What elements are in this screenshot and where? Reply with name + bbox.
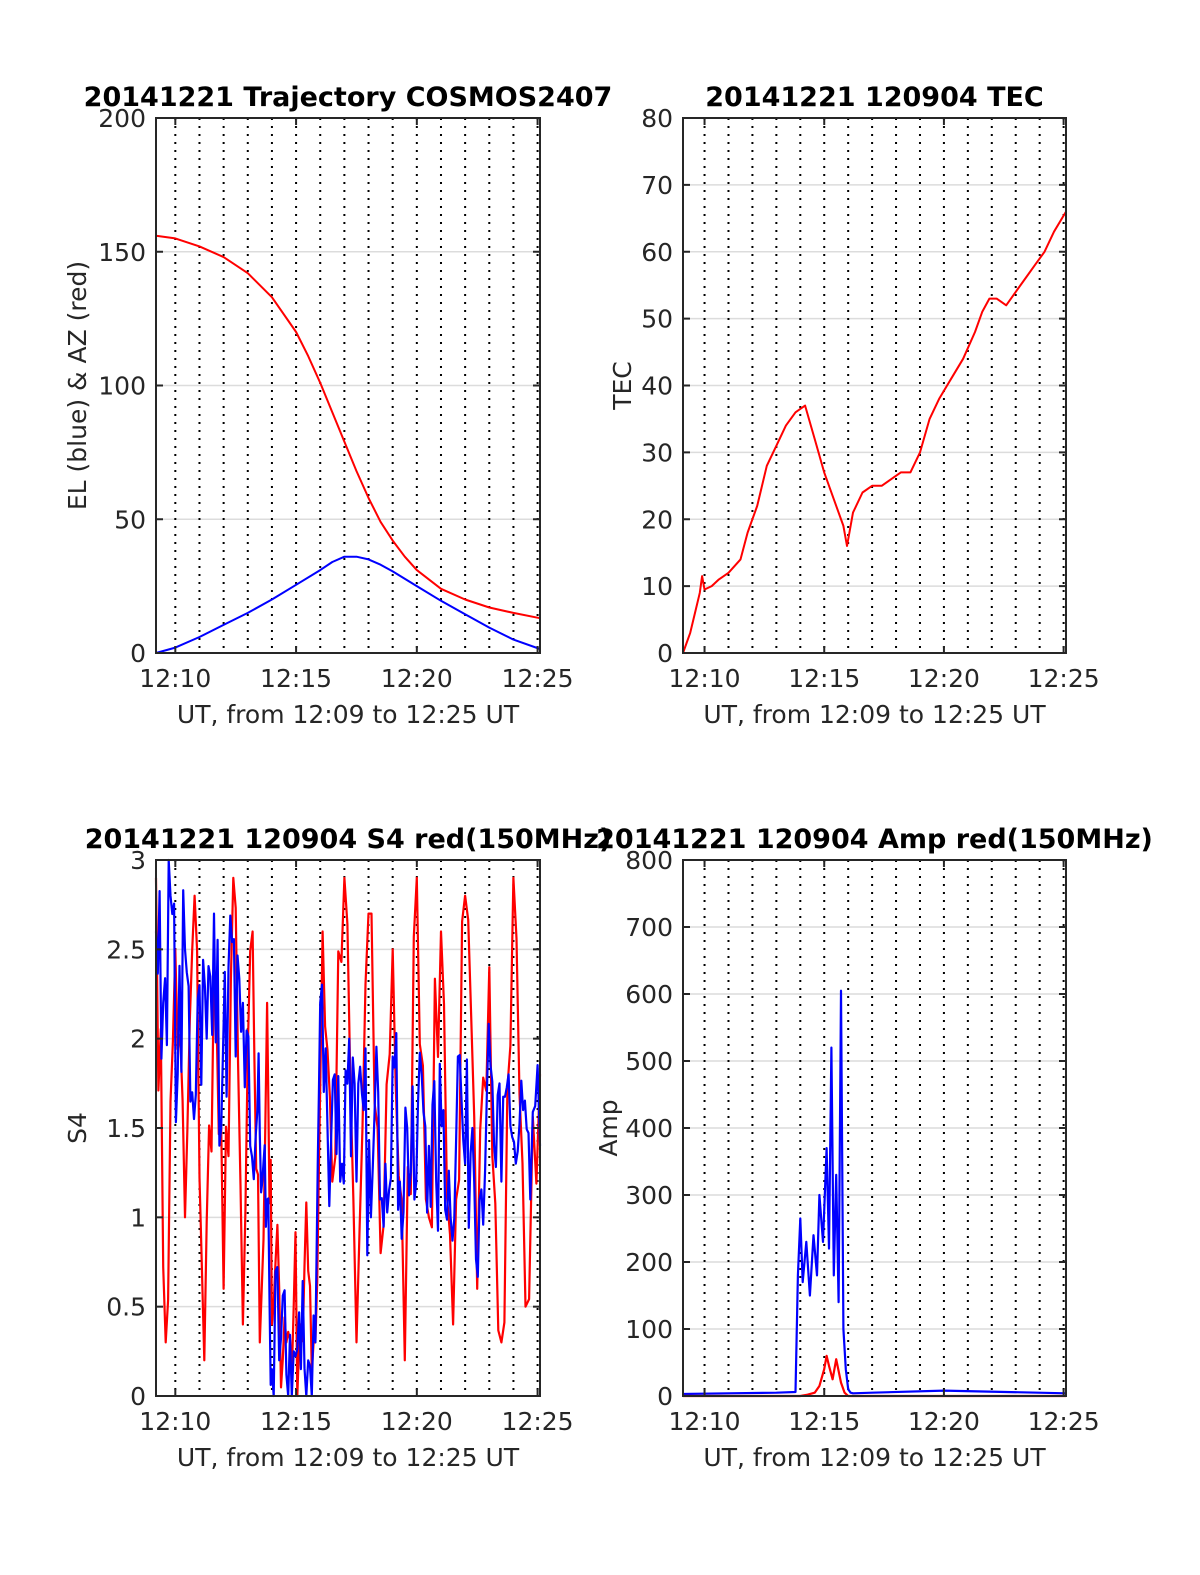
- tec-ytick-label-0: 0: [657, 639, 673, 668]
- amp-xtick-label-2: 12:20: [908, 1407, 980, 1436]
- s4-xtick-label-1: 12:15: [260, 1407, 332, 1436]
- amp-ytick-label-8: 800: [625, 846, 673, 875]
- amp-ytick-label-5: 500: [625, 1047, 673, 1076]
- trajectory-xtick-label-0: 12:10: [139, 664, 211, 693]
- trajectory-x-label: UT, from 12:09 to 12:25 UT: [177, 700, 520, 729]
- s4-y-label: S4: [63, 1112, 92, 1144]
- s4-x-label: UT, from 12:09 to 12:25 UT: [177, 1443, 520, 1472]
- amp-series: [682, 989, 1067, 1398]
- trajectory-ytick-label-3: 150: [98, 238, 146, 267]
- tec-series: [682, 211, 1067, 654]
- s4-ytick-label-5: 2.5: [106, 935, 146, 964]
- tec-series-0: [682, 211, 1067, 654]
- s4-ytick-label-6: 3: [130, 846, 146, 875]
- s4-ytick-label-3: 1.5: [106, 1114, 146, 1143]
- s4-ytick-label-4: 2: [130, 1025, 146, 1054]
- trajectory-y-label: EL (blue) & AZ (red): [63, 261, 92, 510]
- trajectory-xtick-label-1: 12:15: [260, 664, 332, 693]
- tec-y-label: TEC: [608, 361, 637, 411]
- trajectory-ytick-label-4: 200: [98, 104, 146, 133]
- s4-title: 20141221 120904 S4 red(150MHz): [85, 824, 612, 855]
- tec-xtick-label-3: 12:25: [1028, 664, 1100, 693]
- s4-ytick-label-0: 0: [130, 1382, 146, 1411]
- amp-ytick-label-6: 600: [625, 980, 673, 1009]
- panel-s4: 0 0.5 1 1.5 2 2.5 3 12:10 12:15 12:20 12:25 201412…: [63, 824, 611, 1472]
- amp-series-1: [683, 1354, 1066, 1398]
- trajectory-series-1: [155, 555, 541, 654]
- tec-ticks: 0 10 20 30 40 50 60 70 80 12:10 12:15 12:20 12:25: [641, 104, 1099, 693]
- trajectory-grid: [156, 117, 540, 654]
- tec-ytick-label-2: 20: [641, 505, 673, 534]
- tec-x-label: UT, from 12:09 to 12:25 UT: [703, 700, 1046, 729]
- amp-title: 20141221 120904 Amp red(150MHz): [596, 824, 1153, 855]
- tec-grid: [683, 117, 1066, 654]
- amp-ytick-label-3: 300: [625, 1181, 673, 1210]
- trajectory-series-0: [155, 234, 541, 620]
- tec-ytick-label-5: 50: [641, 305, 673, 334]
- trajectory-title: 20141221 Trajectory COSMOS2407: [84, 82, 613, 113]
- amp-series-0: [682, 989, 1067, 1396]
- tec-ytick-label-1: 10: [641, 572, 673, 601]
- trajectory-series: [155, 234, 541, 654]
- amp-y-label: Amp: [594, 1099, 623, 1156]
- amp-x-label: UT, from 12:09 to 12:25 UT: [703, 1443, 1046, 1472]
- amp-ytick-label-7: 700: [625, 913, 673, 942]
- tec-title: 20141221 120904 TEC: [705, 82, 1044, 113]
- trajectory-ytick-label-1: 50: [114, 505, 146, 534]
- panel-trajectory: 0 50 100 150 200 12:10 12:15 12:20 12:25 2014122…: [63, 82, 612, 729]
- amp-xtick-label-1: 12:15: [788, 1407, 860, 1436]
- panel-tec: 0 10 20 30 40 50 60 70 80 12:10 12:15 12:20 12:25 20…: [608, 82, 1100, 729]
- amp-ytick-label-1: 100: [625, 1315, 673, 1344]
- s4-series: [154, 858, 542, 1398]
- panel-amp: 0 100 200 300 400 500 600 700 800 12:10 12:15 12:20…: [594, 824, 1153, 1472]
- amp-xtick-label-3: 12:25: [1028, 1407, 1100, 1436]
- s4-xtick-label-3: 12:25: [502, 1407, 574, 1436]
- amp-xtick-label-0: 12:10: [669, 1407, 741, 1436]
- s4-ticks: 0 0.5 1 1.5 2 2.5 3 12:10 12:15 12:20 12:25: [106, 846, 573, 1436]
- tec-xtick-label-0: 12:10: [669, 664, 741, 693]
- trajectory-ticks: 0 50 100 150 200 12:10 12:15 12:20 12:25: [98, 104, 573, 693]
- tec-ytick-label-3: 30: [641, 438, 673, 467]
- tec-ytick-label-7: 70: [641, 171, 673, 200]
- s4-xtick-label-0: 12:10: [139, 1407, 211, 1436]
- trajectory-ytick-label-0: 0: [130, 639, 146, 668]
- tec-xtick-label-1: 12:15: [788, 664, 860, 693]
- s4-ytick-label-2: 1: [130, 1203, 146, 1232]
- amp-grid: [683, 859, 1066, 1397]
- amp-ticks: 0 100 200 300 400 500 600 700 800 12:10 12:15 12:20…: [625, 846, 1099, 1436]
- s4-ytick-label-1: 0.5: [106, 1293, 146, 1322]
- trajectory-xtick-label-3: 12:25: [502, 664, 574, 693]
- amp-ytick-label-2: 200: [625, 1248, 673, 1277]
- tec-ytick-label-4: 40: [641, 372, 673, 401]
- tec-ytick-label-8: 80: [641, 104, 673, 133]
- s4-series-1: [154, 858, 542, 1398]
- amp-ytick-label-0: 0: [657, 1382, 673, 1411]
- tec-ytick-label-6: 60: [641, 238, 673, 267]
- tec-xtick-label-2: 12:20: [908, 664, 980, 693]
- trajectory-ytick-label-2: 100: [98, 372, 146, 401]
- amp-ytick-label-4: 400: [625, 1114, 673, 1143]
- trajectory-xtick-label-2: 12:20: [381, 664, 453, 693]
- s4-xtick-label-2: 12:20: [381, 1407, 453, 1436]
